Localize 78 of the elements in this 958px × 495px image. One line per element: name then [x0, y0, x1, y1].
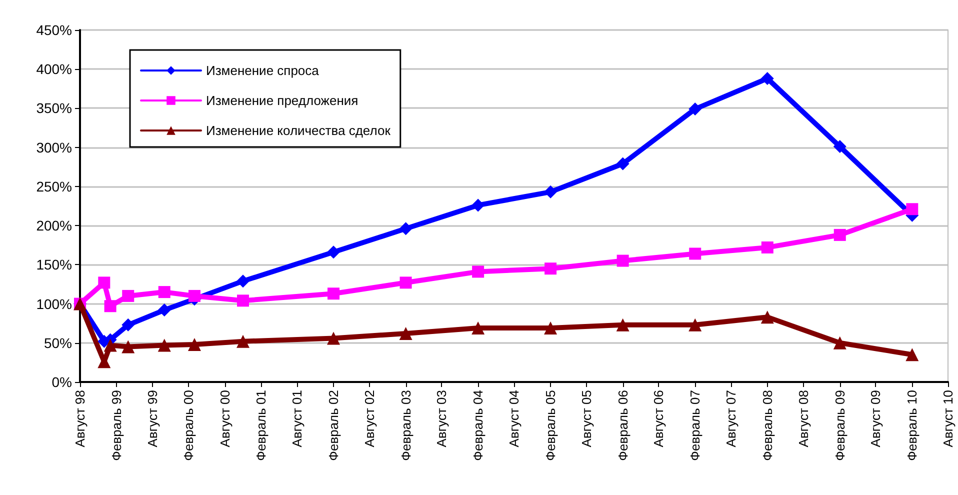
point — [188, 338, 201, 351]
point — [327, 288, 340, 300]
point — [236, 274, 250, 288]
x-tick-label: Февраль 03 — [398, 390, 414, 461]
y-tick-label: 300% — [36, 139, 72, 156]
point — [104, 300, 116, 312]
point — [158, 304, 171, 317]
x-tick-label: Февраль 06 — [615, 390, 630, 461]
point — [616, 157, 630, 170]
y-tick-label: 400% — [36, 61, 72, 78]
x-tick-label: Февраль 09 — [832, 390, 848, 461]
x-tick-label: Февраль 01 — [254, 390, 269, 461]
x-tick-label: Август 09 — [868, 390, 884, 448]
point — [906, 203, 918, 216]
point — [833, 140, 846, 154]
x-tick-label: Август 08 — [796, 390, 811, 448]
point — [472, 322, 485, 335]
point — [122, 340, 135, 354]
point — [688, 318, 702, 332]
y-tick-label: 0% — [52, 374, 72, 390]
y-tick-label: 450% — [36, 22, 72, 38]
x-tick-label: Февраль 00 — [181, 390, 196, 461]
x-tick-label: Февраль 08 — [760, 390, 775, 461]
x-tick-label: Август 04 — [506, 390, 522, 448]
x-tick-label: Август 10 — [940, 390, 956, 448]
legend-label: Изменение спроса — [206, 63, 320, 78]
point — [122, 290, 134, 302]
y-tick-label: 50% — [44, 334, 72, 351]
point — [544, 322, 558, 335]
x-tick-label: Февраль 07 — [688, 390, 703, 461]
point — [616, 318, 630, 332]
point — [906, 348, 919, 362]
point — [689, 248, 702, 260]
point — [399, 327, 412, 340]
point — [158, 338, 171, 352]
point — [326, 332, 340, 345]
x-tick-label: Февраль 02 — [326, 390, 341, 461]
y-tick-label: 200% — [36, 218, 72, 234]
x-tick-label: Август 05 — [578, 390, 594, 448]
point — [158, 286, 170, 298]
y-tick-label: 250% — [36, 178, 72, 194]
point — [834, 228, 846, 241]
point — [472, 266, 484, 278]
point — [188, 290, 200, 302]
point — [688, 102, 702, 116]
legend-label: Изменение количества сделок — [206, 123, 391, 138]
point — [399, 222, 412, 236]
point — [472, 198, 485, 212]
x-tick-label: Февраль 99 — [108, 390, 124, 461]
point — [544, 262, 557, 275]
legend-label: Изменение предложения — [206, 93, 358, 108]
point — [98, 276, 110, 289]
x-tick-label: Август 99 — [144, 390, 160, 448]
point — [236, 294, 249, 307]
x-tick-label: Август 03 — [434, 390, 450, 448]
point — [616, 254, 629, 267]
point — [544, 185, 558, 198]
x-tick-label: Август 07 — [723, 390, 738, 448]
x-tick-label: Август 02 — [362, 390, 377, 448]
point — [236, 334, 250, 348]
x-tick-label: Февраль 10 — [904, 390, 920, 461]
point — [761, 241, 774, 254]
point — [326, 246, 340, 259]
point — [104, 338, 117, 352]
x-tick-label: Август 06 — [651, 390, 666, 448]
x-tick-label: Август 98 — [72, 390, 88, 448]
x-tick-label: Август 01 — [290, 390, 305, 448]
y-tick-label: 150% — [36, 256, 72, 273]
y-tick-label: 350% — [36, 100, 72, 116]
point — [760, 72, 774, 85]
point — [833, 336, 846, 350]
point — [122, 318, 135, 332]
point — [400, 276, 412, 289]
y-tick-label: 100% — [36, 296, 72, 312]
x-tick-label: Февраль 05 — [543, 390, 558, 461]
point — [760, 310, 774, 324]
x-tick-label: Август 00 — [217, 390, 232, 448]
x-tick-label: Февраль 04 — [470, 390, 486, 461]
